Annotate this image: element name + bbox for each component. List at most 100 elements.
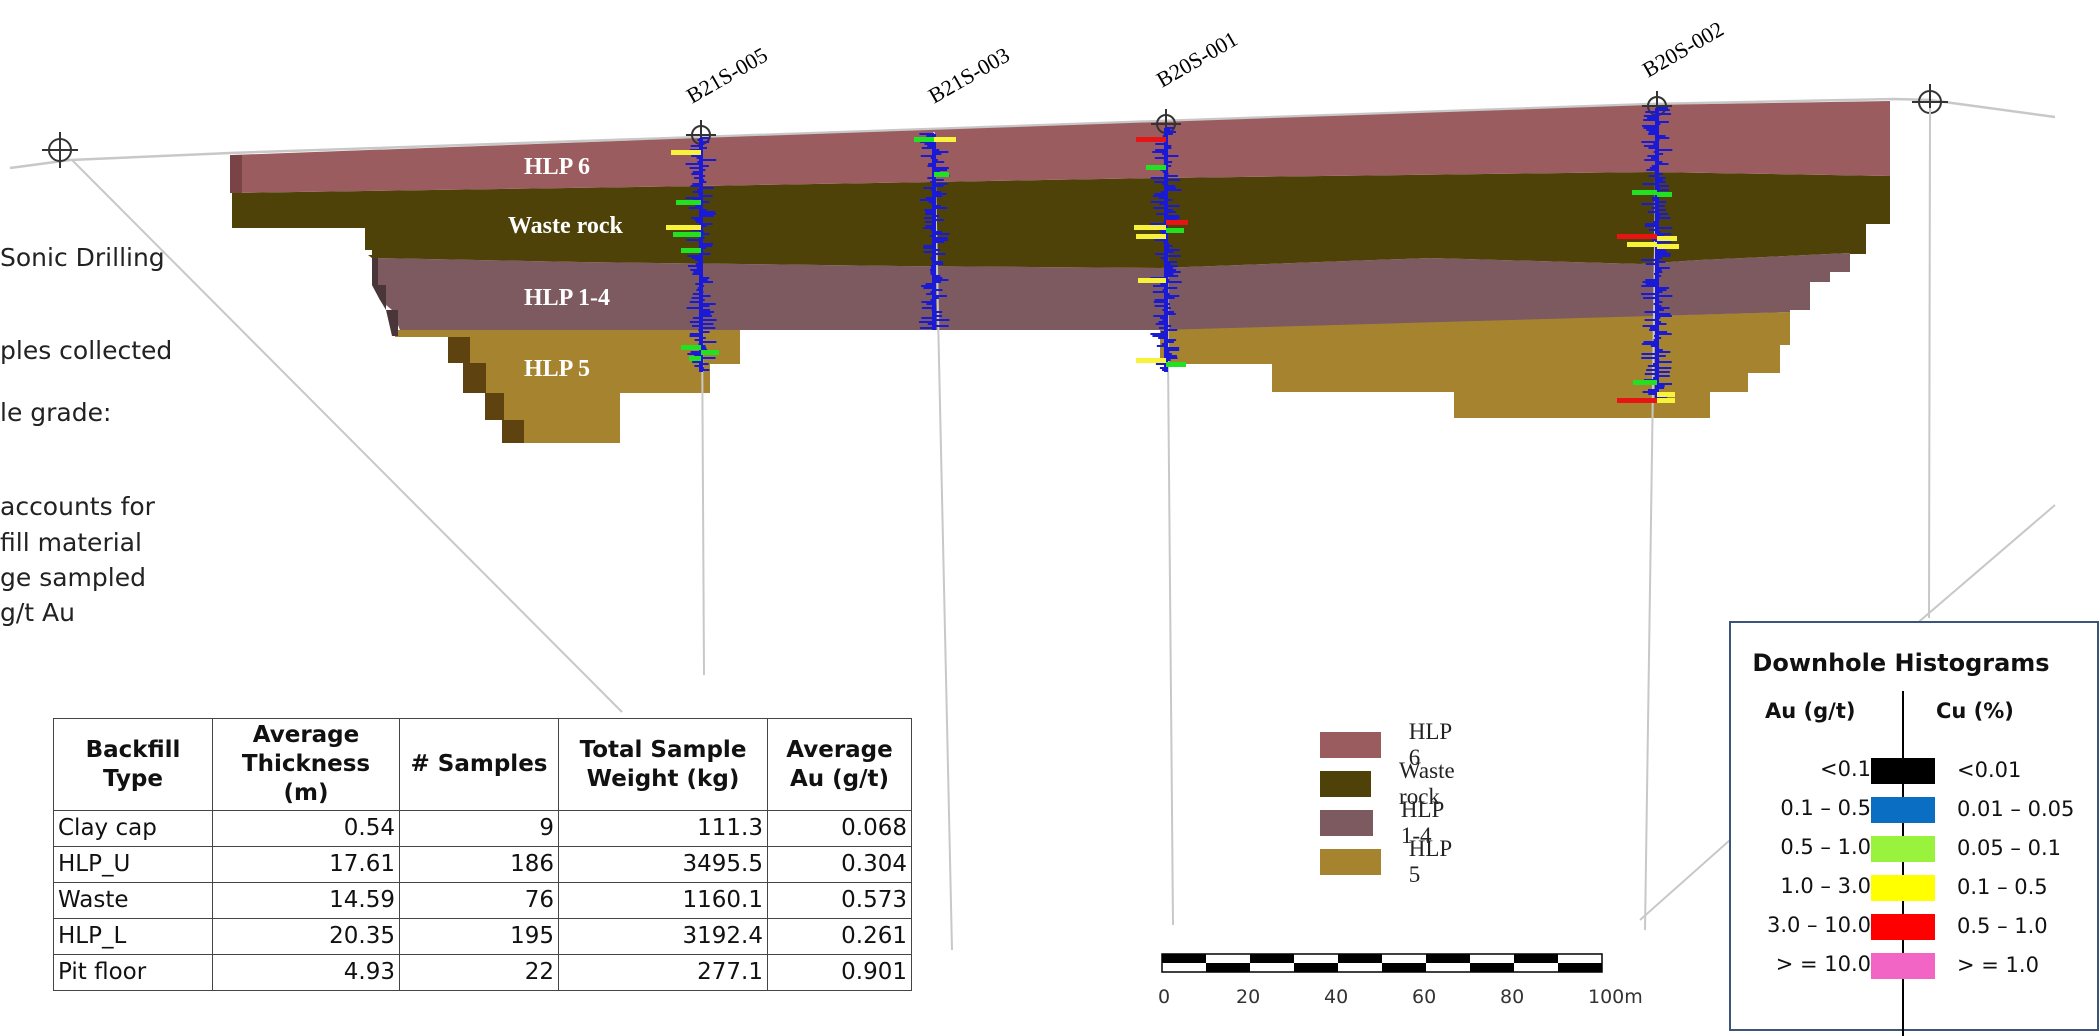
hlp5-layer-center (1115, 312, 1790, 418)
legend-swatch (1320, 849, 1381, 875)
histogram-grade-bar (1166, 362, 1186, 367)
histogram-grade-bar (1136, 358, 1166, 363)
drillhole-name-b20s001: B20S-001 (1152, 26, 1242, 92)
scale-segment (1206, 963, 1250, 972)
header-total-sample-weight: Total Sample Weight (kg) (558, 718, 768, 811)
downhole-histogram-bars (666, 107, 1679, 403)
scale-tick-40: 40 (1324, 986, 1349, 1008)
histogram-grade-bar (1657, 236, 1677, 241)
histogram-grade-bar (681, 248, 701, 253)
histogram-grade-bar (673, 232, 701, 237)
collar-left-marker (42, 132, 78, 168)
section-label-hlp6: HLP 6 (524, 154, 590, 180)
scale-bar-segments (1161, 953, 1603, 973)
cell-weight: 111.3 (558, 810, 768, 847)
legend-swatch (1320, 732, 1381, 758)
pit-outline-left (71, 159, 623, 713)
downhole-histograms-legend: Downhole Histograms Au (g/t) Cu (%) <0.1… (1729, 621, 2099, 1036)
cell-weight: 277.1 (558, 954, 768, 991)
backfill-statistics-table: Backfill Type Average Thickness (m) # Samp… (53, 718, 912, 991)
hlp14-layer (372, 253, 1850, 330)
hlp6-left-edge (230, 155, 242, 193)
legend-item-hlp14: HLP 1-4 (1320, 797, 1461, 848)
scale-tick-20: 20 (1236, 986, 1261, 1008)
hlp14-left-dark-edge (372, 258, 398, 336)
left-note-line-5: fill material (0, 528, 142, 557)
cell-type: Pit floor (53, 954, 213, 991)
legend-item-hlp5: HLP 5 (1320, 836, 1461, 887)
left-note-line-7: g/t Au (0, 598, 75, 627)
histogram-grade-bar (1166, 228, 1184, 233)
cell-samples: 195 (399, 918, 559, 955)
scale-tick-60: 60 (1412, 986, 1437, 1008)
cu-header: Cu (%) (1936, 699, 2014, 723)
histogram-grade-bar (1134, 225, 1166, 230)
cu-range-label: 0.1 – 0.5 (1957, 875, 2048, 899)
au-range-label: 0.5 – 1.0 (1780, 835, 1871, 859)
histogram-grade-bar (701, 350, 719, 355)
legend-label: HLP 5 (1408, 836, 1452, 887)
histogram-grade-bar (666, 225, 701, 230)
histogram-axis-line (1902, 691, 1904, 1036)
scale-segment (1162, 954, 1206, 963)
histogram-grade-bar (1146, 165, 1166, 170)
left-note-line-3: le grade: (0, 398, 112, 427)
header-backfill-type: Backfill Type (53, 718, 213, 811)
pit-outline-right-lower (1639, 839, 1731, 921)
cell-samples: 186 (399, 846, 559, 883)
histogram-grade-bar (1617, 398, 1657, 403)
histogram-grade-bar (1657, 392, 1675, 397)
left-note-line-1: Sonic Drilling (0, 243, 165, 272)
hlp5-layer-dark-steps (436, 337, 524, 443)
legend-item-hlp6: HLP 6 (1320, 719, 1461, 770)
cell-thickness: 20.35 (212, 918, 400, 955)
scale-segment (1250, 954, 1294, 963)
scale-segment (1514, 954, 1558, 963)
scale-segment (1294, 963, 1338, 972)
cu-range-label: <0.01 (1957, 758, 2022, 782)
legend-swatch (1320, 810, 1373, 836)
drillhole-name-b20s002: B20S-002 (1638, 16, 1728, 82)
histogram-grade-bar (1657, 398, 1675, 403)
scale-segment (1470, 963, 1514, 972)
header-average-thickness: Average Thickness (m) (212, 718, 400, 811)
table-row: HLP_U 17.61 186 3495.5 0.304 (53, 846, 912, 883)
scale-bar-graphic (1161, 953, 1603, 973)
au-range-label: 0.1 – 0.5 (1780, 796, 1871, 820)
pit-outline-right-upper (1899, 504, 2056, 639)
histogram-grade-bar (934, 137, 956, 142)
histogram-grade-bar (1166, 220, 1188, 225)
drillhole-name-b21s005: B21S-005 (682, 42, 772, 108)
histogram-grade-bar (681, 345, 701, 350)
cell-samples: 76 (399, 882, 559, 919)
scale-tick-0: 0 (1158, 986, 1171, 1008)
grade-color-swatch (1871, 797, 1935, 823)
legend-label: Waste rock (1399, 758, 1455, 809)
cell-weight: 1160.1 (558, 882, 768, 919)
histogram-grade-bar (689, 356, 701, 361)
histogram-grade-bar (671, 150, 701, 155)
au-range-label: 3.0 – 10.0 (1766, 913, 1871, 937)
au-header: Au (g/t) (1765, 699, 1856, 723)
cell-au: 0.068 (767, 810, 912, 847)
waste-rock-layer (232, 172, 1890, 268)
scale-tick-100m: 100m (1588, 986, 1643, 1008)
table-row: HLP_L 20.35 195 3192.4 0.261 (53, 918, 912, 955)
au-range-label: 1.0 – 3.0 (1780, 874, 1871, 898)
cell-type: Clay cap (53, 810, 213, 847)
grade-color-swatch (1871, 836, 1935, 862)
histogram-grade-bar (1136, 137, 1166, 142)
au-range-label: > = 10.0 (1775, 952, 1871, 976)
histogram-grade-bar (934, 172, 949, 177)
grade-color-swatch (1871, 953, 1935, 979)
section-label-hlp5: HLP 5 (524, 356, 590, 382)
histogram-grade-bar (1136, 234, 1166, 239)
histograms-title: Downhole Histograms (1752, 649, 2050, 677)
table-row: Waste 14.59 76 1160.1 0.573 (53, 882, 912, 919)
cell-thickness: 17.61 (212, 846, 400, 883)
cell-thickness: 4.93 (212, 954, 400, 991)
histogram-grade-bar (1657, 192, 1672, 197)
cell-thickness: 0.54 (212, 810, 400, 847)
cell-type: HLP_L (53, 918, 213, 955)
scale-bar: 0 20 40 60 80 100m (1158, 950, 1643, 1008)
